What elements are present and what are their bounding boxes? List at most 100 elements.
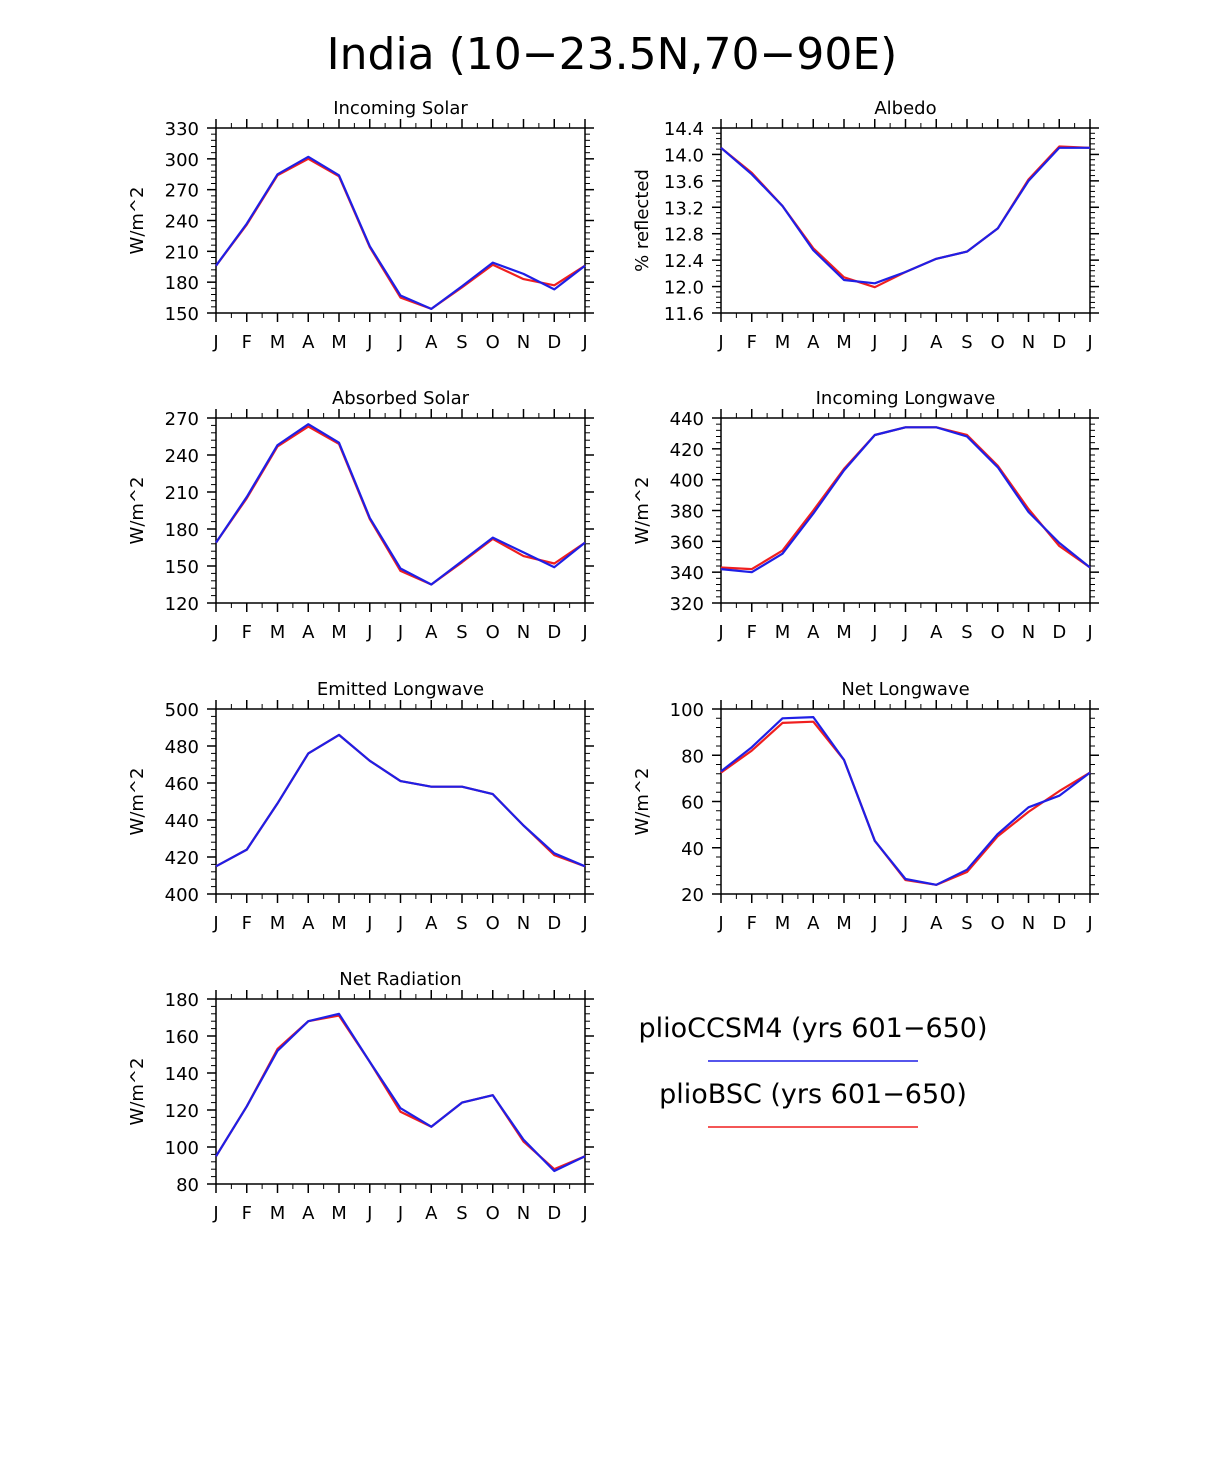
x-tick-label: S (961, 913, 972, 934)
x-tick-label: J (397, 1203, 403, 1224)
x-tick-label: D (1052, 332, 1066, 353)
x-tick-label: J (581, 332, 587, 353)
series-line-plioccsm4 (215, 423, 586, 586)
x-tick-label: J (366, 622, 372, 643)
x-tick-label: J (871, 913, 877, 934)
series-line-plioccsm4 (720, 715, 1091, 886)
y-axis-label: W/m^2 (127, 1058, 148, 1126)
x-tick-label: O (486, 913, 500, 934)
plot-frame (215, 708, 586, 895)
x-tick-label: N (517, 913, 530, 934)
series-line-pliobsc (215, 1014, 586, 1171)
series-line-pliobsc (720, 720, 1091, 886)
series-line-plioccsm4 (215, 1012, 586, 1173)
y-tick-label: 210 (165, 242, 199, 263)
x-tick-label: A (425, 1203, 438, 1224)
chart-panels: J F M A M J J A S O N D J150180210240270300330Incomi… (127, 98, 1099, 1224)
x-tick-label: N (517, 332, 530, 353)
series-line-plioccsm4 (215, 155, 586, 310)
y-tick-label: 340 (670, 563, 704, 584)
panel-absorbed-solar: J F M A M J J A S O N D J120150180210240270Absorbed … (127, 388, 594, 643)
x-tick-label: M (270, 1203, 286, 1224)
x-tick-label: O (486, 1203, 500, 1224)
x-tick-label: A (807, 622, 820, 643)
y-tick-label: 240 (165, 446, 199, 467)
y-tick-label: 500 (165, 700, 199, 721)
y-tick-label: 120 (165, 594, 199, 615)
y-tick-label: 160 (165, 1027, 199, 1048)
x-tick-label: J (717, 332, 723, 353)
x-tick-label: S (961, 332, 972, 353)
x-tick-label: J (212, 622, 218, 643)
x-tick-label: M (331, 1203, 347, 1224)
x-tick-label: S (456, 622, 467, 643)
x-tick-label: O (991, 332, 1005, 353)
y-tick-label: 13.6 (664, 172, 704, 193)
x-tick-label: A (425, 913, 438, 934)
x-tick-label: M (331, 913, 347, 934)
x-tick-label: J (212, 1203, 218, 1224)
x-tick-label: A (930, 622, 943, 643)
x-tick-label: A (302, 1203, 315, 1224)
x-tick-label: A (302, 622, 315, 643)
x-tick-label: M (270, 913, 286, 934)
x-tick-label: J (1086, 332, 1092, 353)
x-tick-label: M (331, 332, 347, 353)
y-tick-label: 300 (165, 150, 199, 171)
x-tick-label: A (807, 332, 820, 353)
x-tick-label: M (775, 622, 791, 643)
x-tick-label: N (517, 622, 530, 643)
y-tick-label: 440 (670, 409, 704, 430)
y-tick-label: 40 (681, 839, 704, 860)
series-line-pliobsc (215, 733, 586, 868)
series-line-pliobsc (720, 145, 1091, 289)
panel-title: Net Radiation (339, 969, 461, 990)
plot-frame (720, 417, 1091, 604)
series-line-pliobsc (215, 425, 586, 586)
x-tick-label: D (547, 332, 561, 353)
y-tick-label: 100 (670, 700, 704, 721)
y-axis-label: % reflected (632, 169, 653, 272)
y-tick-label: 20 (681, 885, 704, 906)
x-tick-label: A (930, 913, 943, 934)
legend-label-pliocCSM4: plioCCSM4 (yrs 601−650) (638, 1013, 987, 1044)
x-tick-label: J (581, 622, 587, 643)
x-tick-label: M (270, 332, 286, 353)
y-tick-label: 12.0 (664, 278, 704, 299)
x-tick-label: N (1022, 622, 1035, 643)
y-tick-label: 180 (165, 273, 199, 294)
y-tick-label: 150 (165, 304, 199, 325)
panel-title: Emitted Longwave (317, 679, 484, 700)
y-axis-label: W/m^2 (632, 768, 653, 836)
x-tick-label: S (456, 1203, 467, 1224)
series-line-plioccsm4 (215, 733, 586, 868)
x-tick-label: J (366, 1203, 372, 1224)
x-tick-label: M (836, 913, 852, 934)
x-tick-label: J (581, 913, 587, 934)
plot-frame (720, 708, 1091, 895)
x-tick-label: A (930, 332, 943, 353)
y-tick-label: 60 (681, 793, 704, 814)
x-tick-label: J (902, 332, 908, 353)
y-tick-label: 150 (165, 557, 199, 578)
x-tick-label: J (397, 913, 403, 934)
x-tick-label: J (581, 1203, 587, 1224)
x-tick-label: S (961, 622, 972, 643)
x-tick-label: S (456, 913, 467, 934)
panel-title: Absorbed Solar (332, 388, 470, 409)
panel-albedo: J F M A M J J A S O N D J11.612.012.412.813.213.614.… (632, 98, 1099, 353)
x-tick-label: D (547, 913, 561, 934)
y-tick-label: 140 (165, 1064, 199, 1085)
y-tick-label: 320 (670, 594, 704, 615)
panel-incoming-longwave: J F M A M J J A S O N D J320340360380400420440Incomi… (632, 388, 1099, 643)
x-tick-label: J (1086, 913, 1092, 934)
y-tick-label: 380 (670, 502, 704, 523)
x-tick-label: M (836, 622, 852, 643)
y-tick-label: 270 (165, 409, 199, 430)
plot-frame (215, 417, 586, 604)
y-tick-label: 12.4 (664, 251, 704, 272)
x-tick-label: D (547, 622, 561, 643)
